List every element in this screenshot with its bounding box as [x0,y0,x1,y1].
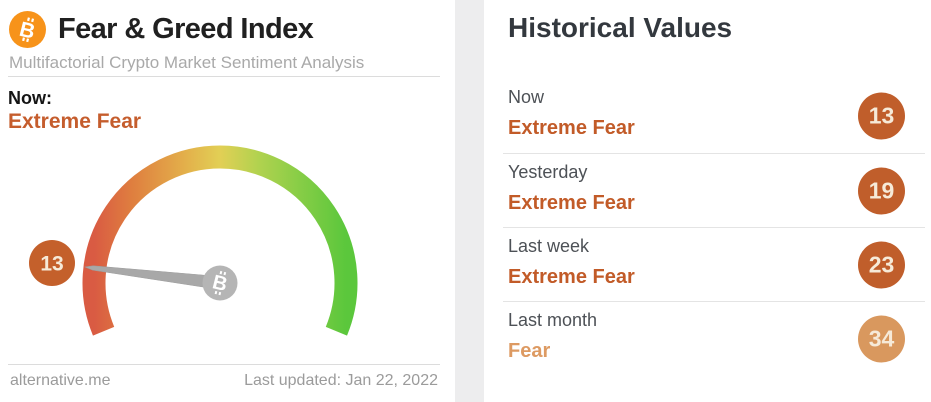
source-link[interactable]: alternative.me [10,372,111,389]
widget-header: B Fear & Greed Index [9,11,314,48]
gauge-value: 13 [40,253,63,276]
historical-row-now: Now Extreme Fear 13 [503,79,925,153]
svg-text:B: B [17,18,37,44]
now-classification: Extreme Fear [8,110,142,133]
row-period: Yesterday [508,162,588,182]
now-label: Now: [8,88,52,108]
gauge-panel: B Fear & Greed Index Multifactorial Cryp… [0,0,455,402]
divider [8,364,440,365]
gauge-hub [202,265,238,301]
historical-heading: Historical Values [508,12,733,43]
bitcoin-icon: B [9,11,46,48]
historical-panel: Historical Values Now Extreme Fear 13 Ye… [484,0,931,402]
last-updated-text: Last updated: Jan 22, 2022 [244,372,438,389]
gauge-value-badge: 13 [29,240,75,286]
row-period: Last month [508,310,598,330]
panel-gutter [455,0,484,402]
row-period: Last week [508,236,590,256]
row-classification: Extreme Fear [508,192,635,214]
row-classification: Extreme Fear [508,266,635,288]
widget-title: Fear & Greed Index [58,13,314,45]
row-classification: Fear [508,340,551,362]
bitcoin-icon: B [210,270,230,296]
divider [8,76,440,77]
historical-row-last-week: Last week Extreme Fear 23 [503,227,925,301]
row-value-badge: 19 [858,167,905,214]
historical-row-yesterday: Yesterday Extreme Fear 19 [503,153,925,227]
row-classification: Extreme Fear [508,117,635,139]
historical-row-last-month: Last month Fear 34 [503,301,925,375]
gauge-arc [82,145,358,336]
row-period: Now [508,87,545,107]
row-value-badge: 13 [858,92,905,140]
svg-text:B: B [210,271,229,296]
row-value-badge: 23 [858,241,905,288]
gauge-chart: B 13 [29,145,358,336]
widget-subtitle: Multifactorial Crypto Market Sentiment A… [9,53,365,72]
row-value-badge: 34 [858,315,905,362]
historical-rows: Now Extreme Fear 13 Yesterday Extreme Fe… [503,79,925,375]
